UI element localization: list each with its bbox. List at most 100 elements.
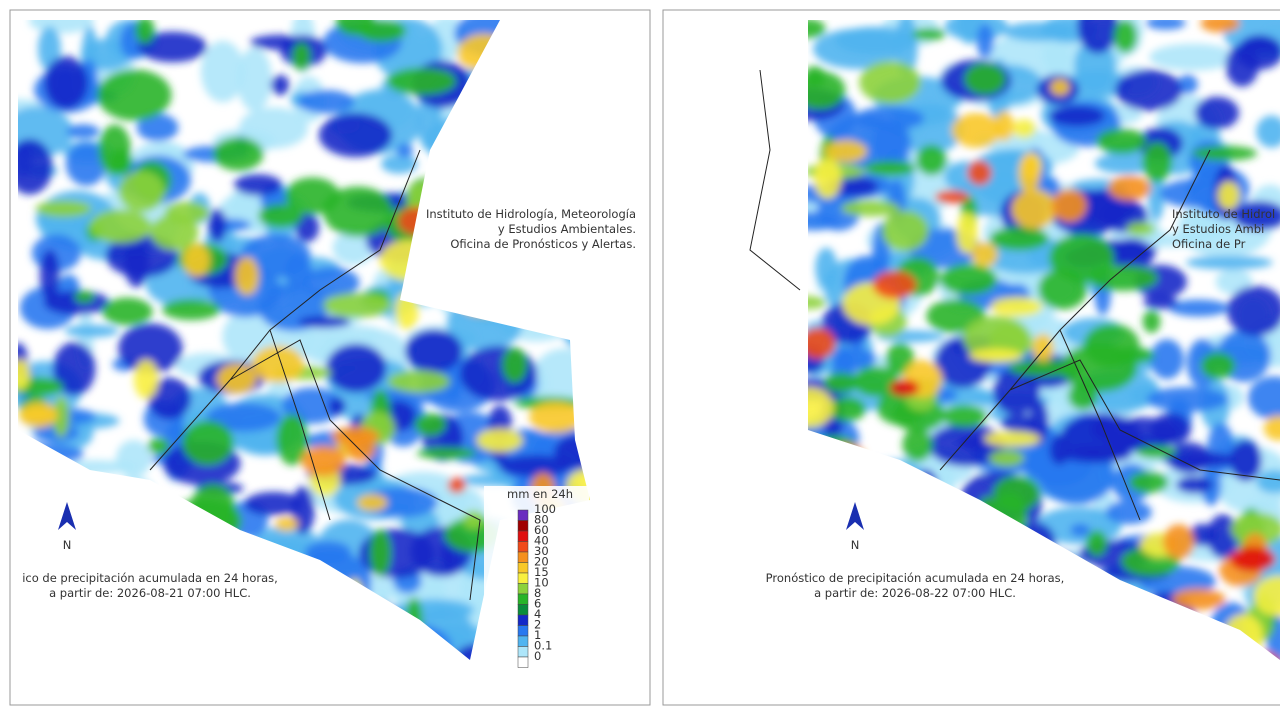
precip-cell: [18, 359, 31, 391]
precip-cell: [134, 20, 155, 45]
legend-swatch: [517, 509, 529, 521]
precip-cell: [1163, 524, 1195, 560]
precip-cell: [808, 296, 827, 310]
caption: Pronóstico de precipitación acumulada en…: [766, 571, 1065, 585]
precip-cell: [1232, 201, 1280, 231]
precip-cell: [356, 494, 388, 512]
precip-cell: [989, 226, 1049, 251]
institution-text: y Estudios Ambi: [1172, 222, 1264, 236]
precip-cell: [1011, 189, 1057, 229]
precip-cell: [902, 427, 933, 462]
precip-cell: [118, 323, 183, 374]
precip-cell: [1229, 439, 1262, 482]
legend-swatch: [517, 646, 529, 658]
precip-cell: [136, 113, 179, 142]
precip-cell: [941, 404, 987, 428]
precip-cell: [808, 20, 826, 39]
precip-cell: [1061, 413, 1141, 459]
precip-cell: [396, 143, 414, 158]
precip-cell: [1096, 128, 1147, 154]
precip-cell: [276, 414, 309, 466]
precip-cell: [1247, 376, 1280, 420]
precip-cell: [1083, 323, 1140, 368]
precip-cell: [80, 38, 133, 71]
precip-cell: [881, 210, 929, 252]
precip-cell: [808, 66, 826, 87]
institution-text: Instituto de Hidrología, Meteorología: [426, 207, 636, 221]
precip-cell: [1077, 20, 1119, 54]
precip-cell: [44, 56, 89, 110]
precip-cell: [1032, 333, 1054, 362]
precip-cell: [1094, 153, 1157, 174]
precip-cell: [369, 528, 392, 577]
precip-cell: [1050, 78, 1070, 96]
precip-cell: [133, 359, 159, 400]
precip-cell: [52, 396, 70, 438]
precip-cell: [1229, 546, 1276, 572]
institution-text: Instituto de Hidrol: [1172, 207, 1275, 221]
precip-cell: [853, 366, 900, 397]
precip-cell: [416, 447, 477, 460]
precip-cell: [73, 290, 95, 303]
precip-cell: [281, 387, 343, 424]
precip-cell: [18, 139, 53, 195]
precip-cell: [258, 204, 303, 228]
precip-cell: [828, 396, 866, 422]
precip-cell: [993, 367, 1040, 415]
precip-cell: [64, 324, 119, 338]
precip-cell: [206, 402, 282, 432]
precip-cell: [244, 491, 303, 516]
precip-cell: [815, 247, 838, 289]
precip-cell: [1200, 20, 1240, 33]
precip-cell: [1227, 285, 1280, 337]
legend-label: 10: [534, 576, 549, 590]
precip-cell: [1200, 352, 1236, 380]
north-label: N: [851, 538, 860, 552]
precip-cell: [363, 487, 438, 518]
precip-cell: [213, 137, 264, 171]
legend-swatch: [517, 614, 529, 626]
precip-cell: [164, 201, 209, 224]
precip-cell: [297, 315, 351, 328]
precip-cell: [35, 200, 92, 218]
precip-cell: [98, 124, 132, 176]
legend-label: 20: [534, 555, 549, 569]
precip-cell: [916, 144, 947, 176]
precip-cell: [1068, 382, 1098, 411]
precip-cell: [332, 230, 375, 265]
precip-cell: [1194, 96, 1240, 130]
precip-cell: [240, 233, 311, 278]
precip-cell: [1051, 188, 1088, 223]
precip-cell: [233, 174, 283, 196]
precip-cell: [967, 160, 992, 186]
precip-cell: [984, 431, 1041, 447]
caption: a partir de: 2026-08-21 07:00 HLC.: [49, 586, 251, 600]
precip-cell: [97, 69, 172, 121]
precip-cell: [1256, 115, 1280, 148]
precip-cell: [1149, 43, 1238, 71]
legend-label: 6: [534, 597, 541, 611]
precip-cell: [1256, 470, 1280, 494]
legend-swatch: [517, 551, 529, 563]
legend-swatch: [517, 635, 529, 647]
precip-cell: [889, 379, 920, 397]
legend-swatch: [517, 530, 529, 542]
precip-cell: [301, 445, 346, 476]
precip-cell: [859, 60, 921, 104]
precip-cell: [1008, 359, 1085, 377]
legend-label: 4: [534, 607, 541, 621]
precip-cell: [181, 420, 234, 466]
legend-label: 30: [534, 544, 549, 558]
precip-cell: [808, 71, 846, 110]
legend-swatch: [517, 604, 529, 616]
precip-cell: [1206, 514, 1240, 559]
precip-cell: [1185, 255, 1273, 270]
precip-cell: [414, 413, 447, 436]
precip-cell: [447, 477, 466, 494]
precip-cell: [476, 428, 523, 453]
precip-cell: [956, 212, 978, 254]
precip-cell: [208, 208, 227, 243]
precip-cell: [1163, 452, 1239, 468]
legend-label: 60: [534, 523, 549, 537]
